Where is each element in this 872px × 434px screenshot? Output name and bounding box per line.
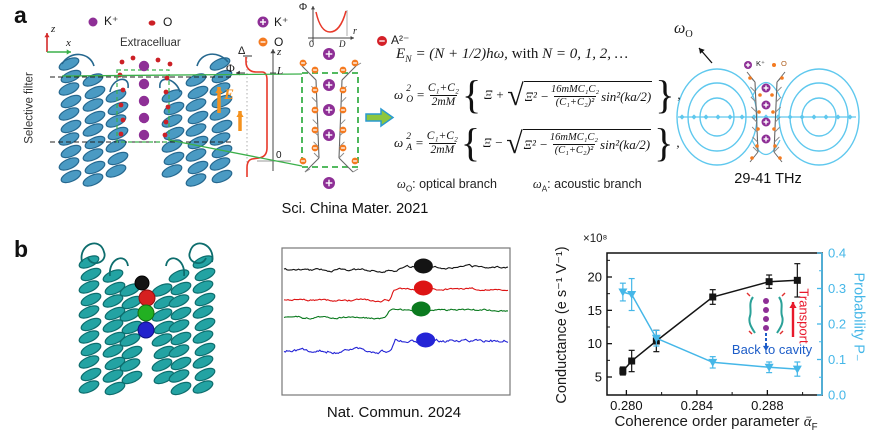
svg-text:0.3: 0.3 [828, 281, 846, 296]
legend-o-label: O [163, 15, 173, 29]
e-field-label: E [224, 87, 235, 103]
radiation-omega-label: ωO [674, 20, 693, 41]
svg-text:0.284: 0.284 [681, 398, 714, 413]
svg-text:20: 20 [588, 270, 602, 285]
chart-right-axis-label: Probability P₋ [850, 272, 867, 362]
inset-r-label: r [353, 26, 357, 37]
chart-left-axis-label: Conductance (e s⁻¹ V⁻¹) [553, 246, 570, 404]
citation-b: Nat. Commun. 2024 [326, 404, 462, 421]
svg-text:0.0: 0.0 [828, 388, 846, 403]
extracellular-label: Extracelluar [120, 37, 181, 49]
svg-text:15: 15 [588, 303, 602, 318]
panel-b-label: b [14, 236, 29, 262]
potential-z-label: z [277, 46, 282, 58]
inset-D-label: D [339, 39, 346, 49]
x-axis-label: x [66, 37, 71, 49]
delta-label: Δ [238, 45, 246, 57]
inset-zero-label: 0 [309, 39, 315, 49]
svg-text:5: 5 [595, 370, 602, 385]
inset-back-to-cavity-label: Back to cavity [731, 342, 813, 357]
inset-transport-label: Transport [796, 288, 812, 344]
legend2-o-label: O [274, 35, 284, 49]
potential-L-label: L [277, 65, 284, 77]
legend-k-label: K⁺ [104, 14, 119, 28]
branch-note: ωO: optical branch ωA: acoustic branch [397, 177, 642, 194]
potential-zero-label: 0 [276, 150, 282, 161]
legend2-k-label: K⁺ [274, 15, 289, 29]
inset-phi-label: Φ [299, 1, 308, 13]
panel-a-label: a [14, 2, 27, 28]
radiation-legend-k: K⁺ [756, 59, 765, 68]
radiation-legend-o: O [781, 59, 787, 68]
svg-text:0.288: 0.288 [751, 398, 784, 413]
svg-text:0.4: 0.4 [828, 246, 846, 261]
legend2-anion-label: A²⁻ [391, 33, 410, 47]
phi-label: Φ [226, 61, 235, 75]
svg-text:0.1: 0.1 [828, 352, 846, 367]
equation-energy: EN = (N + 1/2)hω, with N = 0, 1, 2, … [396, 46, 629, 65]
radiation-caption: 29-41 THz [734, 171, 802, 187]
citation-a: Sci. China Mater. 2021 [281, 201, 429, 217]
chart-multiplier: ×10⁸ [583, 233, 608, 245]
svg-text:0.2: 0.2 [828, 317, 846, 332]
z-axis-label: z [51, 23, 56, 35]
svg-text:0.280: 0.280 [610, 398, 643, 413]
svg-text:10: 10 [588, 336, 602, 351]
chart-x-axis-label: Coherence order parameter ᾱF [614, 413, 818, 433]
selective-filter-label: Selective filter [23, 72, 36, 144]
